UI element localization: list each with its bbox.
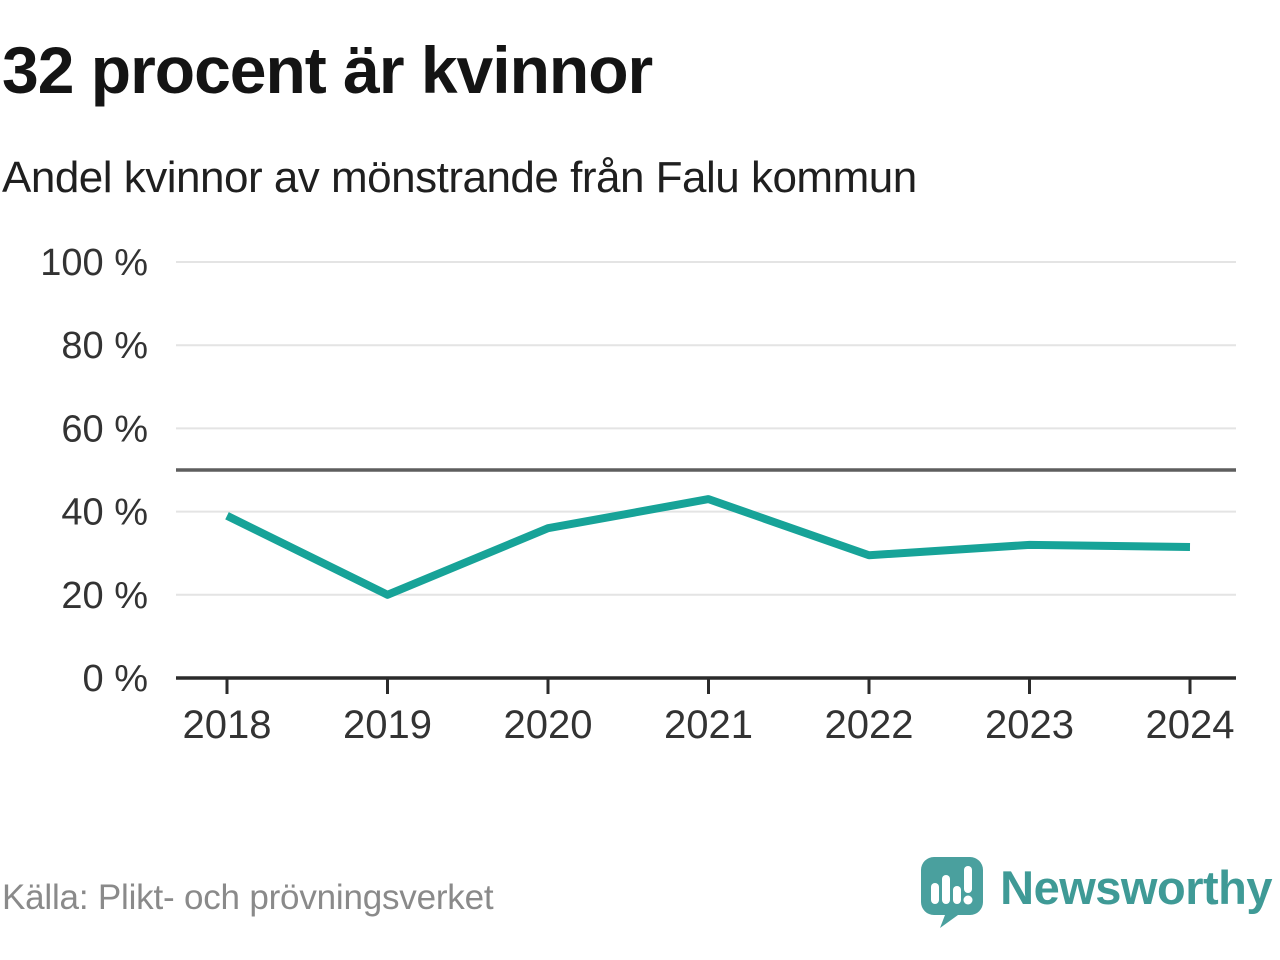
y-axis-label: 0 % [83, 658, 148, 700]
line-chart: 2018 2019 2020 2021 2022 2023 2024 0 % 20 % 40 % 6… [40, 242, 1236, 747]
newsworthy-logo: Newsworthy [920, 856, 1272, 928]
x-axis-label: 2019 [343, 703, 432, 747]
y-axis-label: 80 % [61, 325, 148, 367]
x-axis-label: 2020 [504, 703, 593, 747]
source-caption: Källa: Plikt- och prövningsverket [2, 878, 494, 917]
bar-2 [942, 875, 951, 904]
y-axis-label: 60 % [61, 408, 148, 450]
bar-1 [931, 883, 940, 904]
y-axis-label: 20 % [61, 575, 148, 617]
exclamation-bar [964, 866, 973, 893]
speech-bubble-shape [921, 857, 984, 928]
x-axis-label: 2023 [985, 703, 1074, 747]
chart-title: 32 procent är kvinnor [2, 33, 653, 107]
x-axis-label: 2021 [664, 703, 753, 747]
x-axis-label: 2024 [1146, 703, 1235, 747]
x-axis-label: 2022 [825, 703, 914, 747]
chart-subtitle: Andel kvinnor av mönstrande från Falu ko… [2, 153, 917, 202]
speech-bubble-bar-chart-icon [921, 857, 984, 928]
data-line-andel-kvinnor [225, 495, 1191, 599]
y-axis-label: 40 % [61, 492, 148, 534]
y-axis-label: 100 % [40, 242, 148, 284]
newsworthy-wordmark: Newsworthy [1000, 860, 1272, 914]
exclamation-dot [963, 895, 973, 905]
bar-3 [953, 886, 962, 904]
x-axis-label: 2018 [183, 703, 272, 747]
